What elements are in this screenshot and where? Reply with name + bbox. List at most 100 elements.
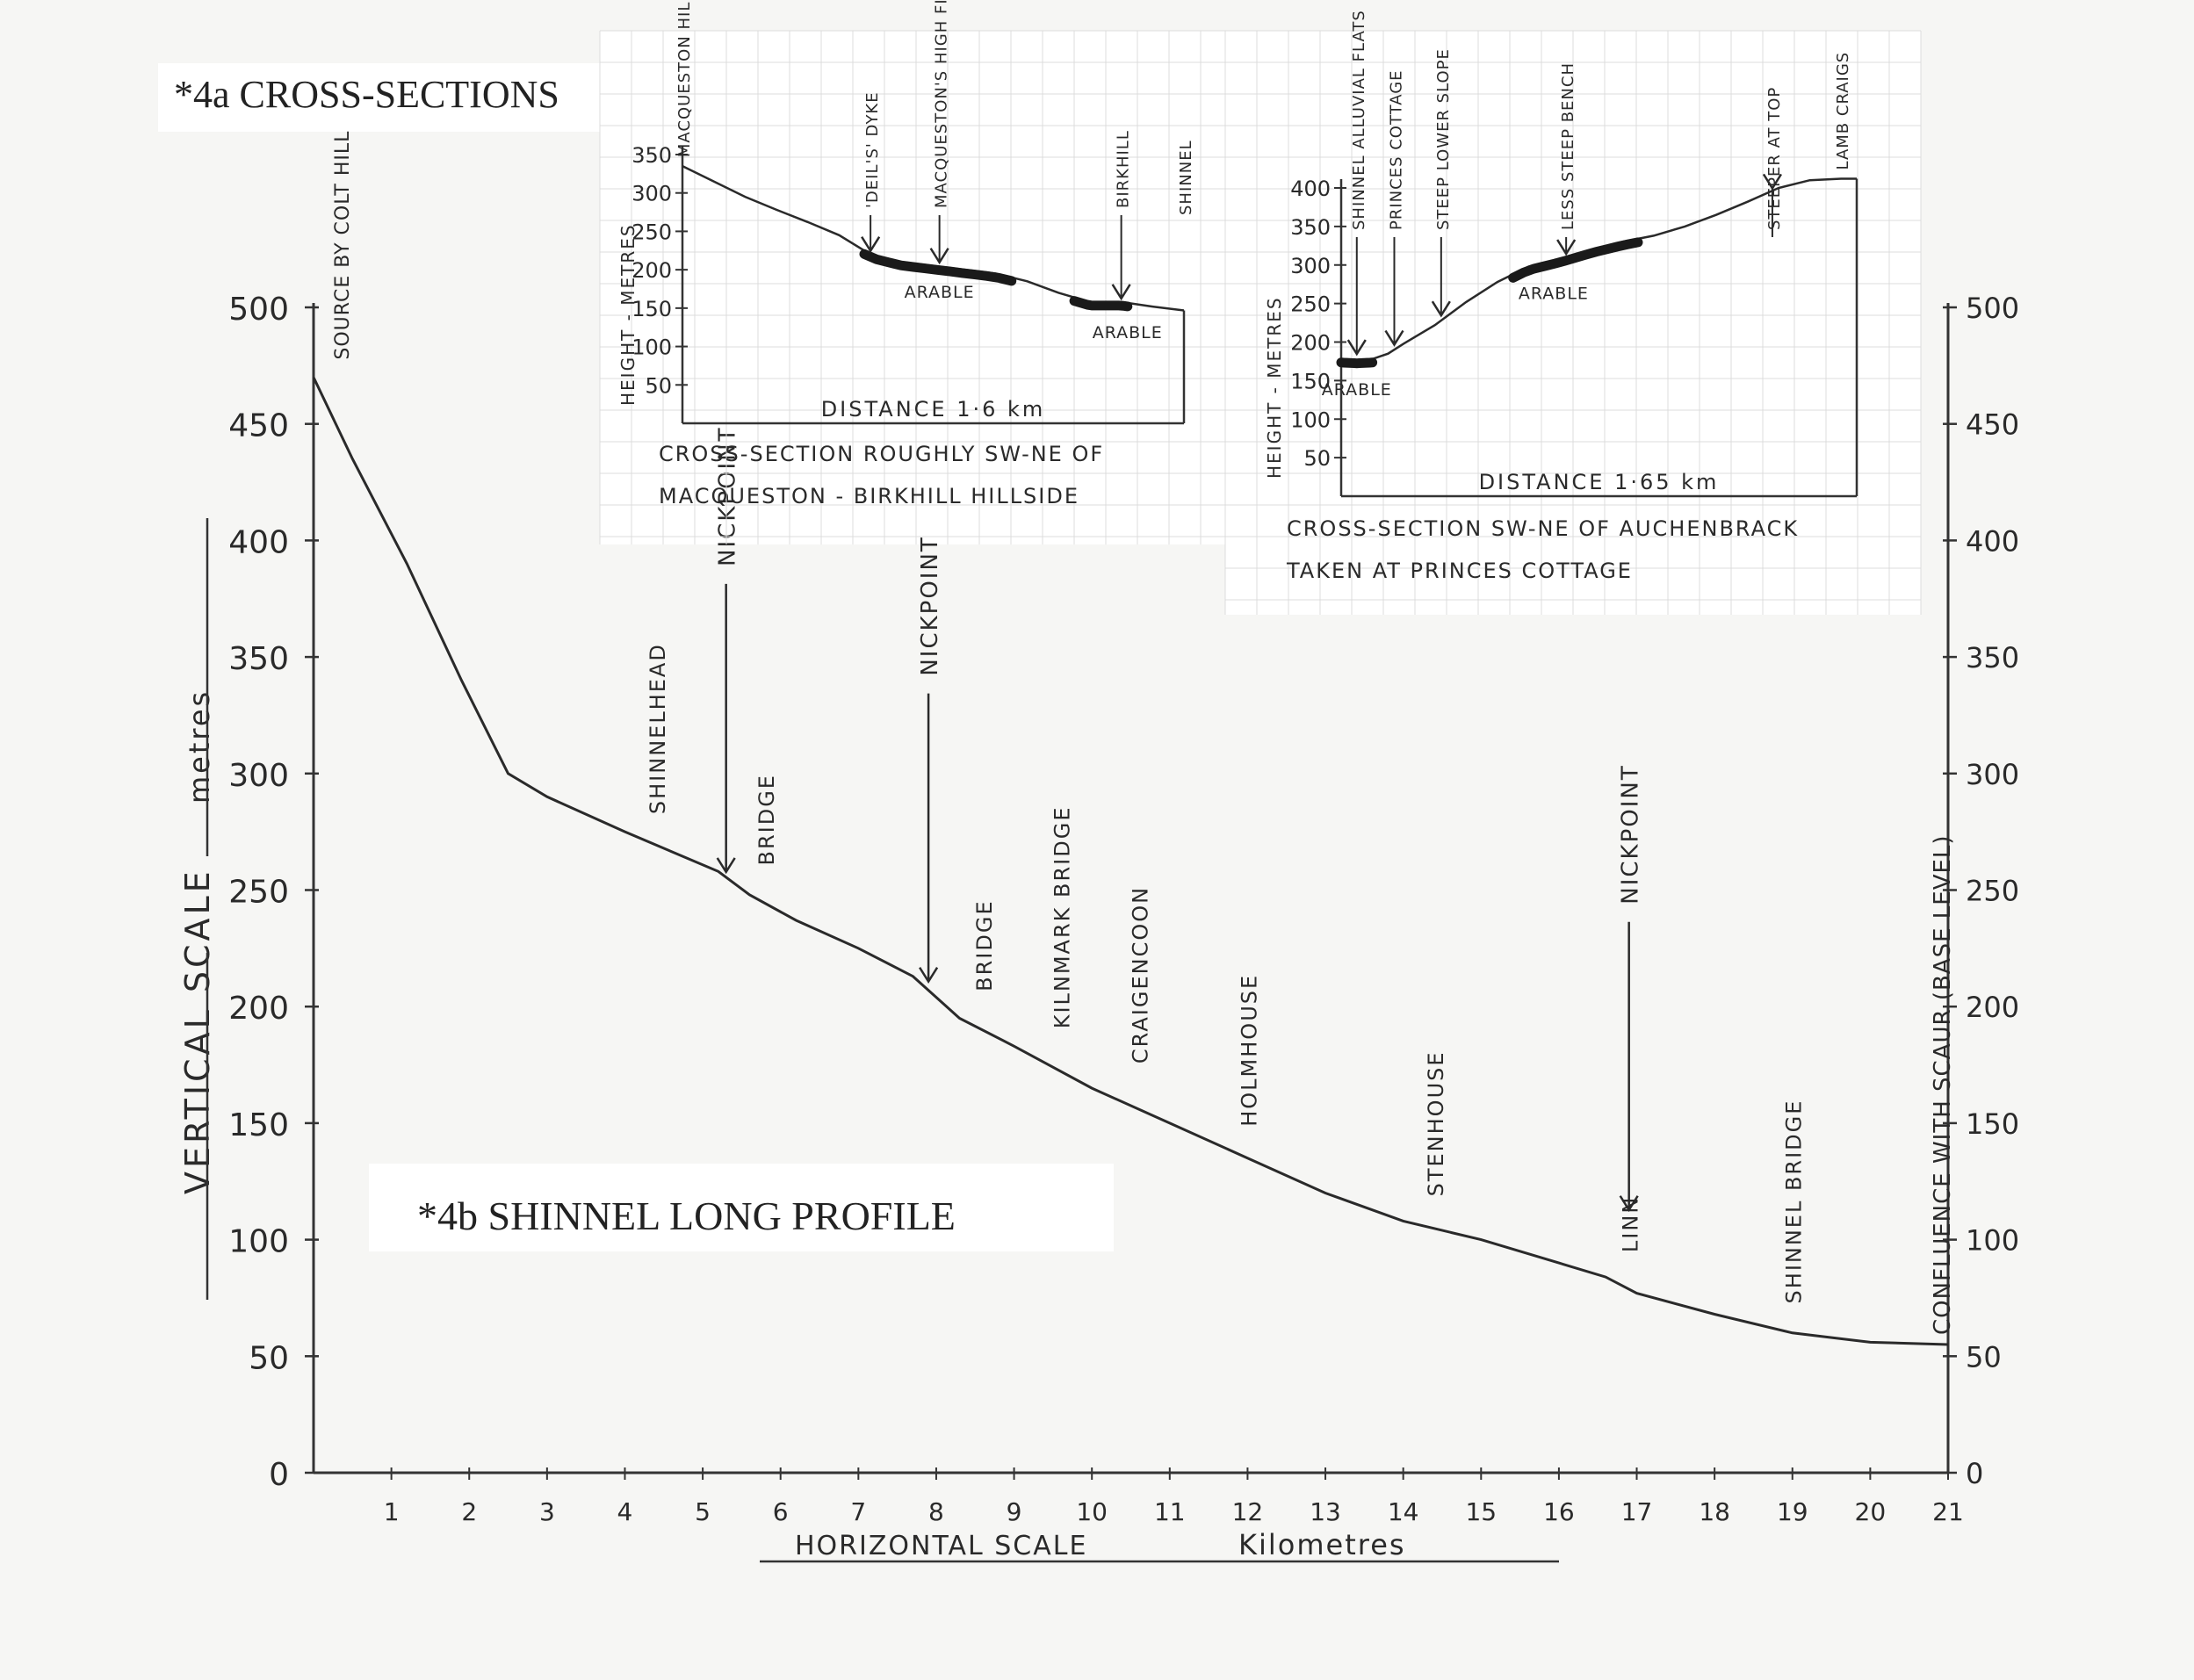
inset-annotation-label: LAMB CRAIGS — [1834, 52, 1852, 170]
inset-arrow-head — [1431, 300, 1451, 318]
inset-y-tick-label: 100 — [631, 335, 672, 360]
y-tick-label-left: 450 — [228, 408, 289, 444]
grid-paper — [1224, 30, 1922, 615]
inset-annotation-0: SHINNEL ALLUVIAL FLATS — [1346, 10, 1368, 357]
title-box-long-profile: *4b SHINNEL LONG PROFILE — [369, 1164, 1114, 1251]
inset-annotation-label: MACQUESTON'S HIGH FIELDS — [933, 0, 951, 208]
x-tick-label: 4 — [617, 1497, 633, 1526]
annotation-label: STENHOUSE — [1424, 1050, 1448, 1196]
x-axis-unit: Kilometres — [1238, 1528, 1406, 1561]
x-tick-label: 3 — [539, 1497, 555, 1526]
inset-y-tick-label: 300 — [631, 182, 672, 206]
annotation-9: STENHOUSE — [1424, 1050, 1448, 1196]
inset-y-tick-label: 250 — [631, 220, 672, 244]
annotation-label: NICKPOINT — [715, 426, 741, 566]
inset-caption-line: TAKEN AT PRINCES COTTAGE — [1286, 559, 1633, 583]
y-tick-label-right: 500 — [1966, 292, 2019, 325]
y-tick-label-left: 100 — [228, 1224, 289, 1260]
inset-y-tick-label: 100 — [1290, 407, 1331, 432]
annotation-arrow-head — [919, 966, 939, 984]
x-tick-label: 12 — [1232, 1497, 1264, 1526]
inset-arable-label: ARABLE — [1322, 380, 1392, 400]
x-tick-label: 7 — [850, 1497, 866, 1526]
annotation-2: NICKPOINT — [715, 426, 741, 875]
x-tick-label: 10 — [1076, 1497, 1108, 1526]
inset-y-tick-label: 50 — [645, 373, 672, 398]
annotation-label: SOURCE BY COLT HILL — [332, 131, 354, 360]
annotation-8: HOLMHOUSE — [1237, 974, 1261, 1127]
annotation-1: SHINNELHEAD — [646, 643, 670, 814]
inset-y-tick-label: 300 — [1290, 254, 1331, 278]
inset-annotation-0: MACQUESTON HILL — [675, 0, 694, 157]
annotation-7: CRAIGENCOON — [1128, 886, 1152, 1064]
inset-annotation-label: SHINNEL ALLUVIAL FLATS — [1350, 10, 1368, 230]
annotation-label: CRAIGENCOON — [1128, 886, 1152, 1064]
annotation-label: LINN — [1619, 1196, 1643, 1252]
x-tick-label: 14 — [1388, 1497, 1419, 1526]
annotation-label: SHINNEL BRIDGE — [1782, 1100, 1807, 1304]
inset-arrow-head — [1384, 329, 1404, 347]
auchenbrack-cross-section: 50 100 150 200 250 300 350 400 HEIGHT - METRES DI… — [1224, 10, 1922, 615]
y-tick-label-left: 400 — [228, 524, 289, 560]
x-tick-label: 5 — [695, 1497, 711, 1526]
annotation-6: KILNMARK BRIDGE — [1050, 805, 1075, 1028]
annotation-4: NICKPOINT — [917, 536, 943, 984]
annotation-arrow-head — [1619, 1195, 1639, 1213]
arable-segment — [1508, 237, 1643, 283]
annotation-10: NICKPOINT — [1618, 764, 1644, 1213]
inset-caption-line: CROSS-SECTION SW-NE OF AUCHENBRACK — [1287, 516, 1799, 541]
inset-annotation-4: STEEPER AT TOP — [1762, 87, 1784, 237]
inset-arrow-head — [861, 235, 881, 254]
x-tick-label: 11 — [1154, 1497, 1186, 1526]
inset-distance-label: DISTANCE 1·6 km — [821, 397, 1046, 422]
inset-annotation-3: BIRKHILL — [1111, 130, 1133, 301]
arable-segment — [1069, 296, 1133, 312]
inset-y-tick-label: 150 — [631, 297, 672, 321]
annotation-label: BRIDGE — [754, 774, 779, 865]
x-tick-label: 19 — [1777, 1497, 1808, 1526]
inset-annotation-5: ARABLE — [905, 283, 974, 302]
inset-annotation-label: STEEPER AT TOP — [1765, 87, 1784, 230]
y-tick-label-left: 350 — [228, 641, 289, 677]
inset-arrow-head — [1346, 339, 1367, 357]
x-tick-label: 18 — [1699, 1497, 1730, 1526]
inset-caption-line: MACQUESTON - BIRKHILL HILLSIDE — [659, 484, 1079, 508]
x-tick-label: 21 — [1932, 1497, 1964, 1526]
annotation-11: LINN — [1619, 1196, 1643, 1252]
inset-arrow-head — [1556, 239, 1577, 256]
x-tick-label: 17 — [1621, 1497, 1653, 1526]
long-profile-title: *4b SHINNEL LONG PROFILE — [417, 1193, 956, 1238]
inset-y-axis-label: HEIGHT - METRES — [617, 223, 639, 406]
inset-annotation-3: LESS STEEP BENCH — [1556, 62, 1577, 256]
y-tick-label-right: 0 — [1966, 1457, 1983, 1490]
y-tick-label-left: 200 — [228, 991, 289, 1027]
annotation-0: SOURCE BY COLT HILL — [332, 131, 354, 360]
title-box-cross-sections: *4a CROSS-SECTIONS — [158, 63, 632, 132]
x-tick-label: 16 — [1543, 1497, 1575, 1526]
inset-annotation-5: LAMB CRAIGS — [1834, 52, 1852, 170]
inset-y-tick-label: 350 — [631, 143, 672, 168]
inset-annotation-label: SHINNEL — [1177, 140, 1195, 215]
inset-annotation-label: 'DEIL'S' DYKE — [863, 91, 882, 208]
x-tick-label: 15 — [1465, 1497, 1497, 1526]
annotation-arrow-head — [716, 857, 736, 875]
annotation-5: BRIDGE — [972, 899, 997, 991]
annotation-label: NICKPOINT — [917, 536, 943, 675]
arable-segment — [1336, 357, 1378, 369]
inset-y-tick-label: 350 — [1290, 215, 1331, 240]
inset-annotation-2: STEEP LOWER SLOPE — [1431, 48, 1453, 318]
y-tick-label-right: 400 — [1966, 524, 2019, 558]
x-tick-label: 1 — [384, 1497, 400, 1526]
y-tick-label-right: 300 — [1966, 758, 2019, 791]
y-tick-label-right: 350 — [1966, 641, 2019, 674]
annotation-label: BRIDGE — [972, 899, 997, 991]
inset-annotation-label: LESS STEEP BENCH — [1559, 62, 1577, 230]
inset-annotation-4: SHINNEL — [1177, 140, 1195, 215]
inset-distance-label: DISTANCE 1·65 km — [1479, 470, 1720, 494]
inset-y-tick-label: 250 — [1290, 292, 1331, 317]
x-tick-label: 13 — [1310, 1497, 1341, 1526]
inset-y-tick-label: 50 — [1303, 446, 1331, 471]
inset-annotation-6: ARABLE — [1093, 323, 1162, 342]
